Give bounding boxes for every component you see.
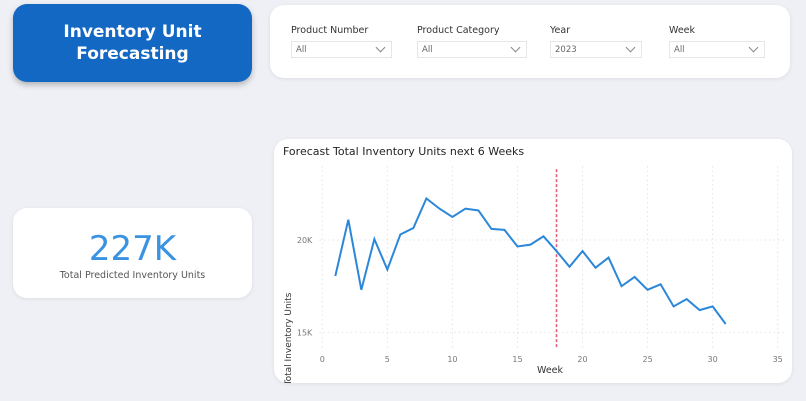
slicer-week: Week All: [669, 25, 765, 58]
x-tick-label: 35: [773, 355, 783, 364]
x-tick-label: 5: [385, 355, 390, 364]
slicer-label: Product Number: [291, 25, 369, 36]
chevron-down-icon: [748, 42, 759, 53]
y-axis-label: Total Inventory Units: [284, 292, 294, 383]
dropdown-value: All: [674, 44, 685, 55]
dropdown-value: 2023: [555, 44, 577, 55]
slicer-label: Product Category: [417, 25, 500, 36]
x-tick-label: 25: [642, 355, 652, 364]
slicer-product-number: Product Number All: [291, 25, 392, 58]
forecast-chart: Forecast Total Inventory Units next 6 We…: [274, 139, 792, 383]
slicer-label: Week: [669, 25, 696, 36]
x-tick-label: 10: [447, 355, 457, 364]
kpi-value: 227K: [88, 229, 177, 269]
kpi-caption: Total Predicted Inventory Units: [59, 270, 206, 281]
product-number-dropdown[interactable]: All: [291, 41, 392, 58]
x-tick-label: 15: [512, 355, 522, 364]
series-line: [334, 196, 727, 325]
chart-svg: 0 5 10 15 20 25 30 35 15K 20K Total Inventory Uni…: [284, 166, 786, 383]
x-tick-label: 30: [708, 355, 718, 364]
slicer-label: Year: [550, 25, 571, 36]
chevron-down-icon: [625, 42, 636, 53]
filter-panel: Product Number All Product Category All …: [270, 5, 790, 78]
kpi-card: 227K Total Predicted Inventory Units: [13, 208, 252, 298]
y-tick-label: 20K: [297, 236, 313, 245]
x-axis-label: Week: [537, 365, 564, 376]
x-tick-label: 0: [320, 355, 325, 364]
chart-title: Forecast Total Inventory Units next 6 We…: [283, 145, 525, 158]
dropdown-value: All: [422, 44, 433, 55]
slicer-year: Year 2023: [550, 25, 642, 58]
year-dropdown[interactable]: 2023: [550, 41, 642, 58]
page-title-text: Inventory Unit Forecasting: [63, 22, 202, 64]
page-title: Inventory Unit Forecasting: [13, 4, 252, 82]
chevron-down-icon: [510, 42, 521, 53]
product-category-dropdown[interactable]: All: [417, 41, 527, 58]
y-tick-label: 15K: [297, 328, 313, 337]
dropdown-value: All: [296, 44, 307, 55]
slicer-product-category: Product Category All: [417, 25, 527, 58]
week-dropdown[interactable]: All: [669, 41, 765, 58]
x-tick-label: 20: [577, 355, 587, 364]
chevron-down-icon: [375, 42, 386, 53]
